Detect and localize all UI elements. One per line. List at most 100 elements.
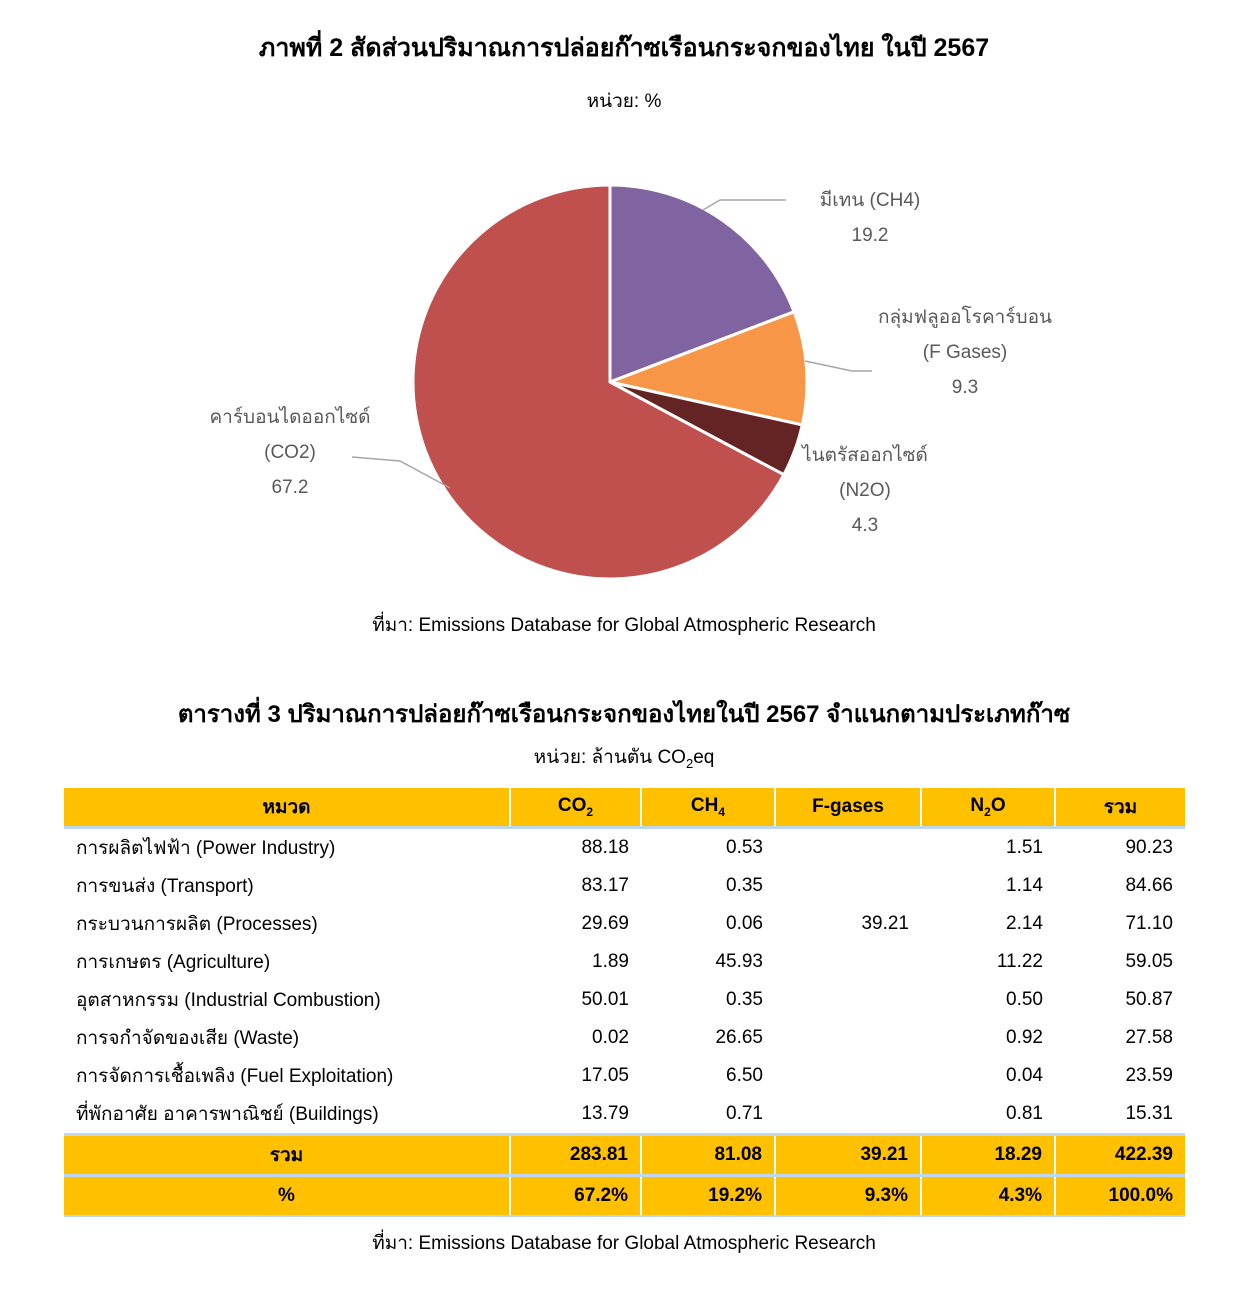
value-cell: 0.02 (592, 1027, 629, 1048)
pie-label-ch4-name: มีเทน (CH4) (819, 190, 921, 211)
figure-unit-label: หน่วย: % (586, 91, 662, 112)
value-cell: 283.81 (509, 1133, 641, 1176)
table-row: ที่พักอาศัย อาคารพาณิชย์ (Buildings) 13.7… (64, 1095, 1185, 1135)
row-label-cell: อุตสาหกรรม (Industrial Combustion) (76, 990, 381, 1011)
table-title: ตารางที่ 3 ปริมาณการปล่อยก๊าซเรือนกระจกข… (177, 701, 1071, 728)
value-cell: 59.05 (1125, 951, 1173, 972)
row-label-cell: การขนส่ง (Transport) (76, 876, 254, 897)
pie-label-n2o: ไนตรัสออกไซด์ (N2O) 4.3 (755, 438, 975, 543)
value-cell: 26.65 (715, 1027, 763, 1048)
table-row: รวม 283.81 81.08 39.21 18.29 422.39 (64, 1133, 1185, 1176)
row-label-cell: การจัดการเชื้อเพลิง (Fuel Exploitation) (76, 1066, 394, 1087)
value-cell: 50.87 (1125, 989, 1173, 1010)
column-header-ch4: CH4 (640, 788, 775, 829)
table-source: ที่มา: Emissions Database for Global Atm… (372, 1233, 876, 1254)
pie-slice-0 (608, 183, 796, 384)
value-cell: 0.04 (1006, 1065, 1043, 1086)
row-label-cell: การเกษตร (Agriculture) (76, 952, 271, 973)
value-cell: 45.93 (715, 951, 763, 972)
row-label-cell: การผลิตไฟฟ้า (Power Industry) (76, 838, 336, 859)
column-header-n2o: N2O (920, 788, 1055, 829)
pie-label-n2o-value: 4.3 (851, 515, 879, 536)
value-cell (775, 1095, 921, 1135)
row-label-cell: กระบวนการผลิต (Processes) (76, 914, 318, 935)
value-cell: 17.05 (581, 1065, 629, 1086)
figure-title: ภาพที่ 2 สัดส่วนปริมาณการปล่อยก๊าซเรือนก… (258, 34, 990, 62)
pie-label-co2: คาร์บอนไดออกไซด์ (CO2) 67.2 (180, 400, 400, 505)
column-header-total: รวม (1054, 788, 1185, 829)
value-cell: 0.35 (726, 989, 763, 1010)
table-row: อุตสาหกรรม (Industrial Combustion) 50.01 0… (64, 981, 1185, 1019)
pie-label-fgases-value: 9.3 (951, 377, 979, 398)
value-cell: 29.69 (581, 913, 629, 934)
column-header-category: หมวด (64, 788, 510, 829)
pie-label-n2o-name: ไนตรัสออกไซด์ (802, 445, 928, 466)
value-cell: 0.50 (1006, 989, 1043, 1010)
pie-label-co2-paren: (CO2) (264, 442, 316, 463)
value-cell: 27.58 (1125, 1027, 1173, 1048)
table-row: การจกำจัดของเสีย (Waste) 0.02 26.65 0.92 27.… (64, 1019, 1185, 1057)
pie-label-fgases-paren: (F Gases) (922, 342, 1008, 363)
value-cell: 0.35 (726, 875, 763, 896)
table-row: การเกษตร (Agriculture) 1.89 45.93 11.22 59.0… (64, 943, 1185, 981)
value-cell: 0.92 (1006, 1027, 1043, 1048)
row-label-cell: รวม (64, 1133, 510, 1176)
value-cell: 1.89 (592, 951, 629, 972)
value-cell: 50.01 (581, 989, 629, 1010)
pie-chart (400, 172, 820, 592)
pie-label-fgases: กลุ่มฟลูออโรคาร์บอน (F Gases) 9.3 (855, 300, 1075, 405)
value-cell: 0.06 (726, 913, 763, 934)
value-cell (775, 981, 921, 1019)
value-cell: 100.0% (1054, 1174, 1185, 1217)
value-cell (775, 867, 921, 905)
table-row: การจัดการเชื้อเพลิง (Fuel Exploitation) 1… (64, 1057, 1185, 1095)
value-cell: 0.53 (726, 837, 763, 858)
value-cell: 0.71 (726, 1103, 763, 1124)
table-row: การขนส่ง (Transport) 83.17 0.35 1.14 84.66 (64, 867, 1185, 905)
pie-label-ch4-value: 19.2 (851, 225, 889, 246)
table-row: การผลิตไฟฟ้า (Power Industry) 88.18 0.53 1.… (64, 828, 1185, 868)
table-header-row: หมวด CO2 CH4 F-gases N2O รวม (64, 788, 1185, 829)
value-cell (775, 1019, 921, 1057)
value-cell: 15.31 (1125, 1103, 1173, 1124)
row-label-cell: % (64, 1174, 510, 1217)
table-body: การผลิตไฟฟ้า (Power Industry) 88.18 0.53 1.… (64, 828, 1185, 1217)
table-unit-label: หน่วย: ล้านตัน CO2eq (0, 742, 1248, 772)
table-row: กระบวนการผลิต (Processes) 29.69 0.06 39.21 2… (64, 905, 1185, 943)
value-cell (775, 828, 921, 868)
column-header-co2: CO2 (509, 788, 641, 829)
table-unit-subscript: 2 (685, 755, 694, 771)
value-cell: 83.17 (581, 875, 629, 896)
pie-label-n2o-paren: (N2O) (839, 480, 891, 501)
value-cell: 23.59 (1125, 1065, 1173, 1086)
emissions-table: หมวด CO2 CH4 F-gases N2O รวม การผลิตไฟฟ้… (64, 788, 1185, 1217)
value-cell: 39.21 (861, 913, 909, 934)
row-label-cell: ที่พักอาศัย อาคารพาณิชย์ (Buildings) (76, 1104, 379, 1125)
value-cell: 11.22 (996, 951, 1043, 972)
value-cell: 19.2% (640, 1174, 775, 1217)
value-cell: 2.14 (1006, 913, 1043, 934)
value-cell: 0.81 (1006, 1103, 1043, 1124)
column-header-fgases: F-gases (774, 788, 921, 829)
value-cell (775, 943, 921, 981)
value-cell: 88.18 (581, 837, 629, 858)
figure-source: ที่มา: Emissions Database for Global Atm… (372, 615, 876, 636)
value-cell: 67.2% (509, 1174, 641, 1217)
value-cell: 84.66 (1125, 875, 1173, 896)
value-cell: 6.50 (726, 1065, 763, 1086)
value-cell: 71.10 (1125, 913, 1173, 934)
row-label-cell: การจกำจัดของเสีย (Waste) (76, 1028, 300, 1049)
table-row: % 67.2% 19.2% 9.3% 4.3% 100.0% (64, 1174, 1185, 1217)
table-unit-suffix: eq (693, 747, 715, 768)
value-cell: 4.3% (920, 1174, 1055, 1217)
pie-label-fgases-name: กลุ่มฟลูออโรคาร์บอน (877, 307, 1053, 328)
pie-label-co2-value: 67.2 (271, 477, 309, 498)
value-cell: 9.3% (774, 1174, 921, 1217)
value-cell: 81.08 (640, 1133, 775, 1176)
value-cell: 90.23 (1125, 837, 1173, 858)
value-cell: 422.39 (1054, 1133, 1185, 1176)
value-cell: 39.21 (774, 1133, 921, 1176)
value-cell: 1.14 (1006, 875, 1043, 896)
value-cell: 1.51 (1006, 837, 1043, 858)
